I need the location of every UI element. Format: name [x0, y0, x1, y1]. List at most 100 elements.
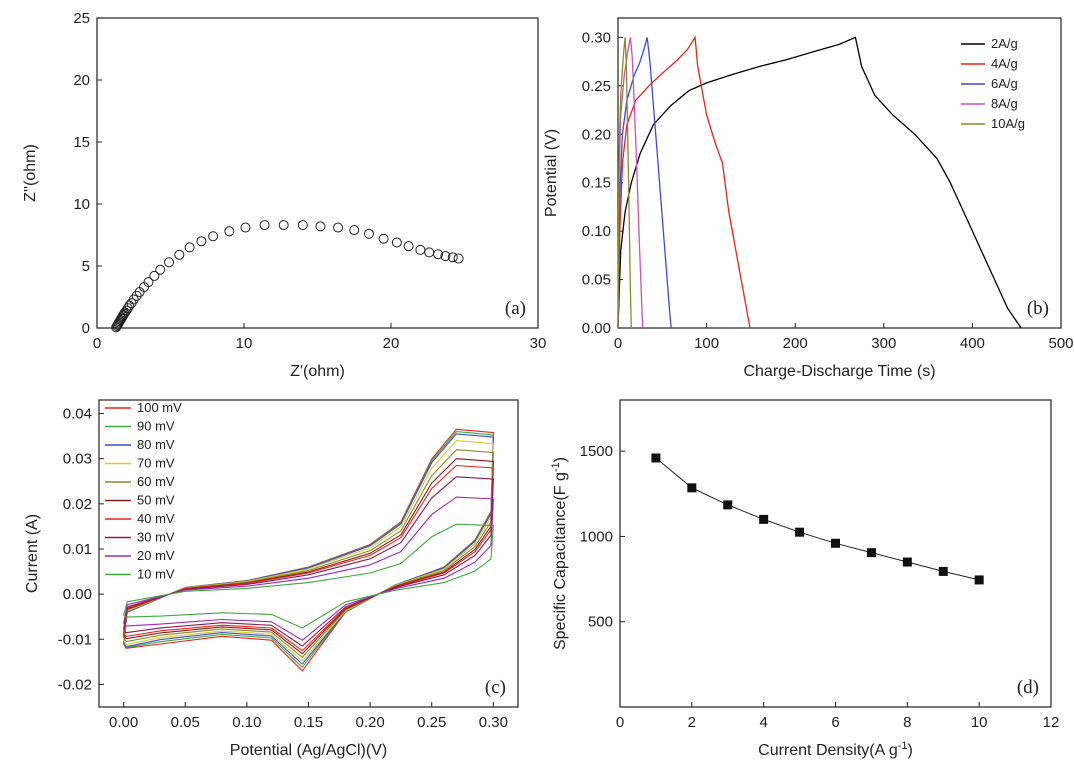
data-point [902, 557, 912, 567]
x-tick-label: 8 [903, 714, 911, 731]
y-tick-label: 20 [73, 72, 90, 89]
legend-label: 80 mV [137, 437, 175, 452]
series-line [655, 457, 980, 581]
legend-label: 50 mV [137, 493, 175, 508]
series-line [617, 37, 672, 329]
data-point [131, 290, 142, 301]
y-axis-title: Potential (V) [543, 129, 560, 217]
data-point [866, 548, 876, 558]
x-tick-label: 0.30 [479, 714, 508, 731]
x-axis-title: Potential (Ag/AgCl)(V) [230, 742, 387, 759]
data-point [378, 233, 389, 244]
data-point [224, 226, 235, 237]
legend-label: 10A/g [991, 116, 1025, 131]
x-tick-label: 300 [871, 335, 896, 352]
x-tick-label: 2 [688, 714, 696, 731]
data-point [315, 221, 326, 232]
data-point [143, 277, 154, 288]
data-point [122, 303, 133, 314]
data-point [974, 575, 984, 585]
data-point [155, 264, 166, 275]
legend-label: 4A/g [991, 56, 1018, 71]
y-axis-title: Z''(ohm) [22, 144, 39, 202]
data-point [759, 514, 769, 524]
legend-label: 40 mV [137, 511, 175, 526]
x-tick-label: 0.25 [417, 714, 446, 731]
x-tick-label: 0 [616, 714, 624, 731]
series-line [617, 36, 1022, 329]
y-tick-label: 0.25 [582, 78, 611, 95]
panel-b-charge-discharge-plot: 0 100 200 300 400 500 0.00 0.05 0.10 0.15 0.20 0.25… [543, 17, 1074, 380]
data-point [278, 220, 289, 231]
panel-label: (d) [1017, 677, 1039, 698]
panel-label: (c) [485, 677, 506, 698]
legend-label: 8A/g [991, 96, 1018, 111]
y-tick-label: 0.15 [582, 175, 611, 192]
y-tick-label: 25 [73, 10, 90, 27]
panel-a-eis-plot: 0 10 20 30 0 5 10 15 20 25 Z'(ohm) Z''(ohm) (a) [22, 10, 546, 380]
x-tick-label: 0.15 [294, 714, 323, 731]
y-tick-label: 0.04 [63, 406, 92, 423]
x-tick-label: 0.05 [171, 714, 200, 731]
legend-label: 30 mV [137, 530, 175, 545]
data-point [433, 249, 444, 260]
x-tick-label: 0.00 [109, 714, 138, 731]
x-tick-label: 500 [1048, 335, 1073, 352]
legend-label: 100 mV [137, 400, 182, 415]
data-point [447, 252, 458, 263]
x-tick-label: 0 [614, 335, 622, 352]
y-axis-title: Current (A) [24, 514, 41, 593]
data-point [333, 222, 344, 233]
y-tick-label: 0.10 [582, 223, 611, 240]
series-loop [123, 523, 494, 629]
data-point [651, 453, 661, 463]
x-tick-label: 0 [93, 335, 101, 352]
y-tick-label: 500 [588, 614, 613, 631]
y-tick-label: 0.02 [63, 496, 92, 513]
legend-label: 20 mV [137, 548, 175, 563]
panel-c-cyclic-voltammetry-plot: 0.00 0.05 0.10 0.15 0.20 0.25 0.30 -0.02 -0.01 0.… [24, 399, 519, 759]
x-tick-label: 100 [694, 335, 719, 352]
x-tick-label: 6 [831, 714, 839, 731]
x-tick-label: 10 [236, 335, 253, 352]
x-tick-label: 400 [960, 335, 985, 352]
x-axis-title: Charge-Discharge Time (s) [743, 363, 935, 380]
y-tick-label: 0.00 [582, 320, 611, 337]
x-tick-label: 10 [971, 714, 988, 731]
y-tick-label: 15 [73, 134, 90, 151]
panel-label: (a) [505, 298, 526, 319]
data-point [403, 241, 414, 252]
data-point [128, 294, 139, 305]
legend-label: 10 mV [137, 567, 175, 582]
data-point [938, 566, 948, 576]
data-point [453, 253, 464, 264]
data-point [164, 257, 175, 268]
y-tick-label: 0.03 [63, 451, 92, 468]
y-tick-label: 1500 [580, 443, 613, 460]
x-tick-label: 20 [383, 335, 400, 352]
data-point [297, 220, 308, 231]
data-point [831, 538, 840, 548]
data-point [184, 242, 195, 253]
plot-frame [617, 17, 1062, 329]
data-point [196, 236, 207, 247]
y-tick-label: -0.02 [58, 676, 92, 693]
legend-label: 60 mV [137, 474, 175, 489]
data-point [440, 251, 451, 262]
x-tick-label: 4 [759, 714, 767, 731]
data-point [687, 483, 697, 493]
y-tick-label: 5 [82, 258, 90, 275]
y-tick-label: -0.01 [58, 631, 92, 648]
x-tick-label: 0.10 [232, 714, 261, 731]
series-line [617, 35, 751, 329]
y-tick-label: 0.01 [63, 541, 92, 558]
data-point [240, 222, 251, 233]
data-point [795, 527, 805, 537]
y-tick-label: 0.05 [582, 272, 611, 289]
data-point [363, 228, 374, 239]
y-tick-label: 1000 [580, 528, 613, 545]
series-line [617, 37, 632, 329]
data-point [174, 249, 185, 260]
y-tick-label: 0.20 [582, 126, 611, 143]
